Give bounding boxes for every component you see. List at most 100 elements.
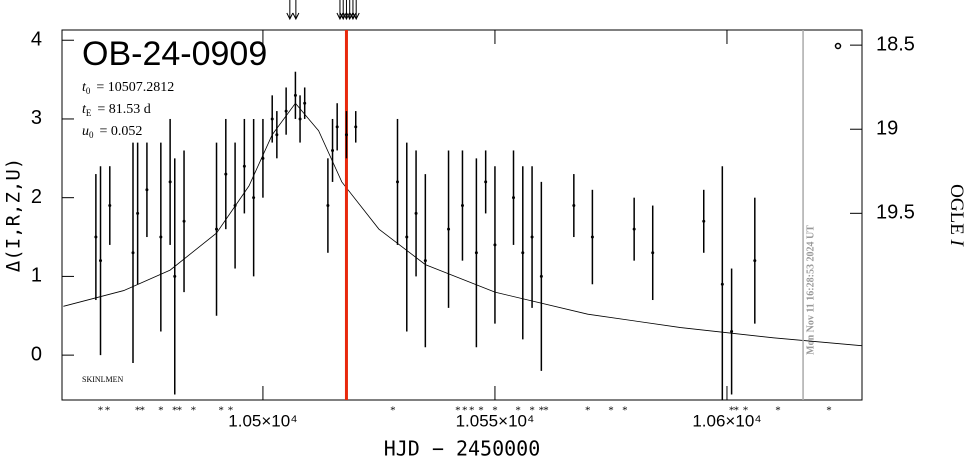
param-sub: 0 — [89, 130, 94, 140]
arrow — [352, 0, 360, 21]
y-tick-label: 0 — [31, 343, 42, 365]
timestamp: Mon Nov 11 16:28:53 2024 UT — [805, 225, 816, 355]
observation-mark: * — [462, 405, 468, 417]
data-point — [303, 101, 307, 105]
corner-label: SKINLMEN — [82, 375, 124, 384]
data-point — [530, 235, 534, 239]
data-point — [99, 259, 103, 263]
data-point — [215, 227, 219, 231]
observation-mark: * — [390, 405, 396, 417]
observation-mark: * — [529, 405, 535, 417]
symbol — [834, 42, 842, 50]
y2-axis-label: OGLE I — [946, 184, 965, 247]
observation-mark: * — [826, 405, 832, 417]
y-tick-label: 3 — [31, 107, 42, 129]
data-point — [173, 274, 177, 278]
data-point — [233, 204, 237, 208]
data-point — [331, 148, 335, 152]
x-tick-label: 1.055×10⁴ — [456, 411, 535, 430]
y2-label-text: OGLE — [946, 184, 965, 235]
data-point — [590, 235, 594, 239]
data-point — [414, 211, 418, 215]
observation-mark: * — [515, 405, 521, 417]
observation-mark: * — [733, 405, 739, 417]
chart-title: OB-24-0909 — [82, 35, 267, 73]
observation-mark: * — [177, 405, 183, 417]
data-point — [460, 204, 464, 208]
observation-mark: * — [218, 405, 224, 417]
observation-mark: * — [492, 405, 498, 417]
arrow — [286, 0, 294, 21]
data-point — [252, 196, 256, 200]
arrow — [346, 0, 354, 21]
data-point — [484, 180, 488, 184]
data-point — [539, 274, 543, 278]
observation-mark: * — [105, 405, 111, 417]
data-point — [242, 164, 246, 168]
observation-mark: * — [140, 405, 146, 417]
observation-mark: * — [478, 405, 484, 417]
param-symbol: t — [82, 80, 87, 95]
data-point — [145, 188, 149, 192]
observation-mark: * — [158, 405, 164, 417]
observation-mark: * — [729, 405, 735, 417]
y2-tick-label: 19 — [876, 118, 898, 140]
x-tick-label: 1.06×10⁴ — [692, 411, 761, 430]
observation-mark: * — [228, 405, 234, 417]
data-point — [512, 196, 516, 200]
data-point — [753, 259, 757, 263]
data-point — [720, 282, 724, 286]
observation-mark: * — [98, 405, 104, 417]
data-point — [108, 204, 112, 208]
data-point — [344, 133, 348, 137]
param-text: = 0.052 — [100, 124, 143, 139]
param-symbol: t — [82, 102, 87, 117]
data-point — [651, 251, 655, 255]
y-tick-label: 2 — [31, 186, 42, 208]
param-text: = 81.53 d — [97, 102, 150, 117]
y2-tick-label: 19.5 — [876, 202, 915, 224]
observation-mark: * — [585, 405, 591, 417]
data-point — [136, 211, 140, 215]
data-point — [730, 330, 734, 334]
observation-mark: * — [743, 405, 749, 417]
param-sub: 0 — [86, 86, 91, 96]
parameter: u0 = 0.052 — [82, 124, 142, 140]
data-point — [354, 125, 358, 129]
x-tick-label: 1.05×10⁴ — [228, 411, 297, 430]
param-text: = 10507.2812 — [96, 80, 174, 95]
arrow — [343, 0, 350, 21]
parameter: tE = 81.53 d — [82, 102, 151, 118]
observation-mark: * — [543, 405, 549, 417]
arrow — [339, 0, 347, 21]
y-tick-label: 4 — [31, 29, 42, 51]
x-axis-label: HJD − 2450000 — [384, 437, 541, 459]
data-point — [405, 235, 409, 239]
observation-mark: * — [172, 405, 178, 417]
data-point — [474, 251, 478, 255]
data-point — [293, 93, 297, 97]
data-point — [395, 180, 399, 184]
plot-frame — [61, 29, 863, 401]
observation-mark: * — [191, 405, 197, 417]
data-point — [326, 204, 330, 208]
data-point — [270, 117, 274, 121]
data-point — [159, 235, 163, 239]
observation-mark: * — [469, 405, 475, 417]
data-point — [423, 259, 427, 263]
data-point — [493, 243, 497, 247]
parameter: t0 = 10507.2812 — [82, 80, 174, 96]
data-point — [335, 125, 339, 129]
y-tick-label: 1 — [31, 265, 42, 287]
y2-label-italic: I — [946, 239, 965, 248]
observation-mark: * — [135, 405, 141, 417]
data-point — [521, 251, 525, 255]
arrow — [292, 0, 300, 21]
data-point — [447, 227, 451, 231]
observation-mark: * — [455, 405, 461, 417]
y-axis-label: Δ(I,R,Z,U) — [3, 158, 25, 272]
observation-mark: * — [622, 405, 628, 417]
data-point — [261, 156, 265, 160]
data-point — [224, 172, 228, 176]
